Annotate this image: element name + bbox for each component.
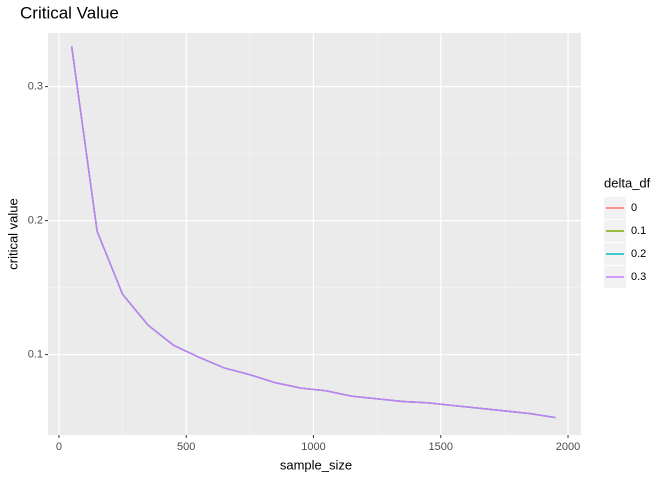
x-axis-label: sample_size — [280, 457, 352, 472]
legend-label: 0.1 — [631, 225, 646, 237]
y-tick-label: 0.3 — [28, 81, 43, 93]
y-tick-label: 0.2 — [28, 215, 43, 227]
legend-title: delta_df — [604, 175, 651, 190]
y-tick-label: 0.1 — [28, 349, 43, 361]
x-tick-label: 500 — [177, 441, 195, 453]
x-tick-label: 1500 — [429, 441, 453, 453]
x-tick-label: 1000 — [301, 441, 325, 453]
x-tick-label: 2000 — [556, 441, 580, 453]
x-tick-label: 0 — [56, 441, 62, 453]
legend-label: 0.2 — [631, 248, 646, 260]
plot-panel — [48, 33, 581, 435]
legend-label: 0.3 — [631, 271, 646, 283]
legend-label: 0 — [631, 202, 637, 214]
chart-title: Critical Value — [20, 3, 119, 22]
y-axis-label: critical value — [5, 198, 20, 270]
series-line — [70, 46, 556, 419]
